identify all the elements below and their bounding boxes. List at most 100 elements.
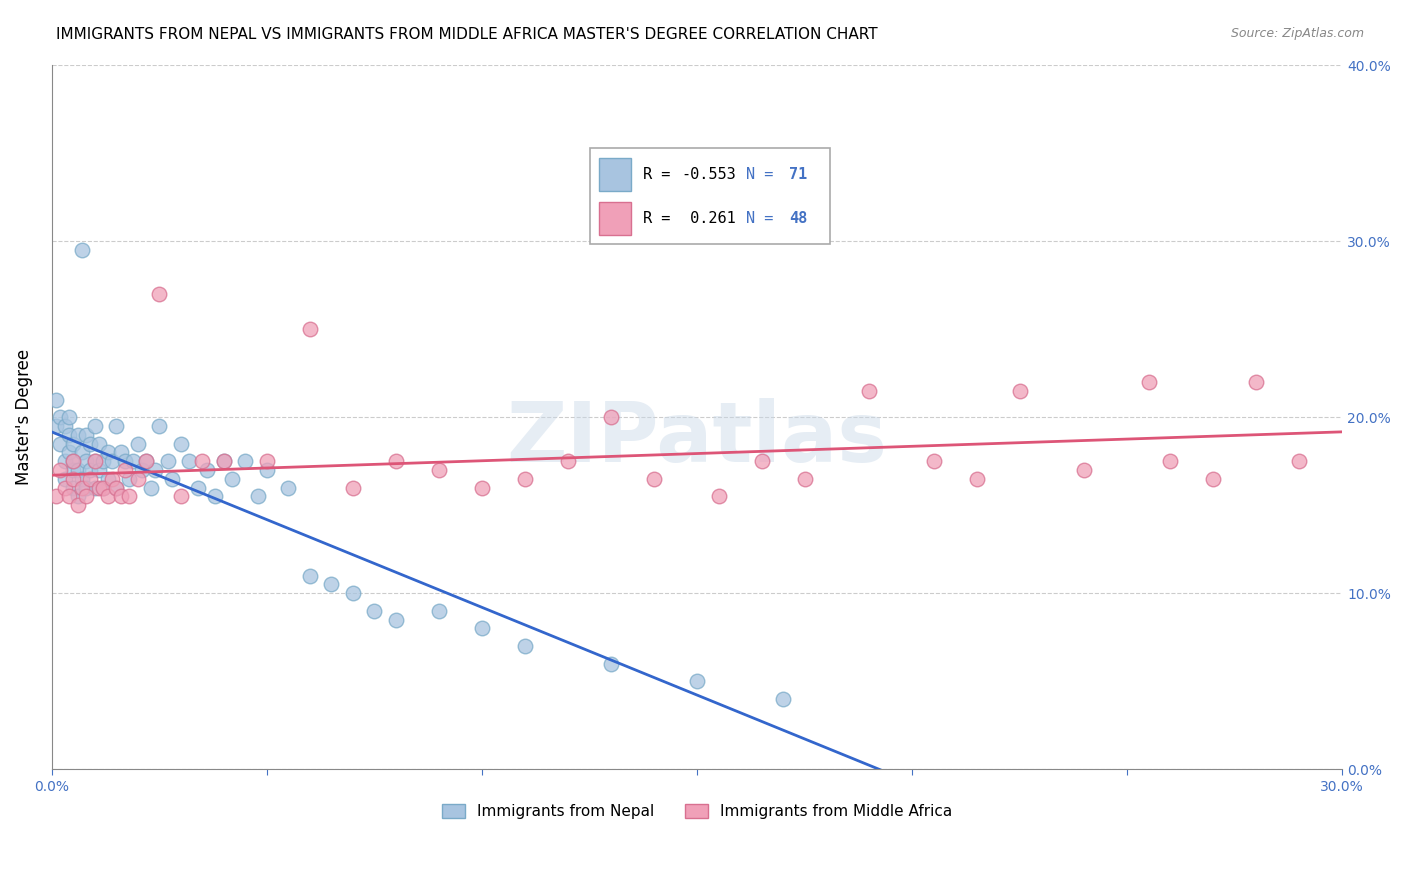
Point xyxy=(114,454,136,468)
Point xyxy=(62,463,84,477)
FancyBboxPatch shape xyxy=(591,148,830,244)
Point xyxy=(513,472,536,486)
Point xyxy=(256,454,278,468)
Point xyxy=(62,454,84,468)
Point xyxy=(66,463,89,477)
Point xyxy=(686,674,709,689)
Point xyxy=(221,472,243,486)
Point xyxy=(75,490,97,504)
Point xyxy=(170,436,193,450)
Point xyxy=(70,243,93,257)
Point xyxy=(105,481,128,495)
Point xyxy=(135,454,157,468)
Point xyxy=(600,410,623,425)
Point xyxy=(191,454,214,468)
Point xyxy=(707,490,730,504)
Point xyxy=(277,481,299,495)
Point xyxy=(53,472,76,486)
Text: 48: 48 xyxy=(789,211,807,226)
Point xyxy=(131,463,153,477)
Point xyxy=(1008,384,1031,398)
Point xyxy=(87,463,110,477)
FancyBboxPatch shape xyxy=(599,158,630,191)
Point xyxy=(49,410,72,425)
Point xyxy=(45,419,67,434)
Text: Source: ZipAtlas.com: Source: ZipAtlas.com xyxy=(1230,27,1364,40)
Point xyxy=(97,445,120,459)
Point xyxy=(58,410,80,425)
Point xyxy=(212,454,235,468)
Point xyxy=(212,454,235,468)
Text: N =: N = xyxy=(745,211,773,226)
Point xyxy=(93,481,115,495)
Point xyxy=(75,427,97,442)
Point xyxy=(1202,472,1225,486)
Point xyxy=(195,463,218,477)
Point xyxy=(97,472,120,486)
Point xyxy=(53,419,76,434)
Point xyxy=(160,472,183,486)
Point xyxy=(471,481,494,495)
Point xyxy=(170,490,193,504)
Point xyxy=(600,657,623,671)
Text: -0.553: -0.553 xyxy=(681,167,735,182)
Point xyxy=(93,481,115,495)
Point xyxy=(858,384,880,398)
FancyBboxPatch shape xyxy=(599,202,630,235)
Point xyxy=(87,436,110,450)
Point xyxy=(58,445,80,459)
Text: ZIPatlas: ZIPatlas xyxy=(506,398,887,479)
Point xyxy=(58,490,80,504)
Point xyxy=(1137,375,1160,389)
Point xyxy=(922,454,945,468)
Text: 71: 71 xyxy=(789,167,807,182)
Point xyxy=(966,472,988,486)
Point xyxy=(75,481,97,495)
Point xyxy=(49,436,72,450)
Text: N =: N = xyxy=(745,167,773,182)
Text: IMMIGRANTS FROM NEPAL VS IMMIGRANTS FROM MIDDLE AFRICA MASTER'S DEGREE CORRELATI: IMMIGRANTS FROM NEPAL VS IMMIGRANTS FROM… xyxy=(56,27,877,42)
Point xyxy=(1288,454,1310,468)
Point xyxy=(385,454,408,468)
Point xyxy=(135,454,157,468)
Point xyxy=(49,463,72,477)
Point xyxy=(298,322,321,336)
Point xyxy=(118,472,141,486)
Point xyxy=(643,472,665,486)
Legend: Immigrants from Nepal, Immigrants from Middle Africa: Immigrants from Nepal, Immigrants from M… xyxy=(436,797,959,825)
Point xyxy=(127,472,149,486)
Point xyxy=(53,454,76,468)
Point xyxy=(127,436,149,450)
Point xyxy=(363,604,385,618)
Point xyxy=(101,454,124,468)
Point xyxy=(114,463,136,477)
Point xyxy=(62,454,84,468)
Point xyxy=(75,454,97,468)
Point xyxy=(557,454,579,468)
Point xyxy=(179,454,201,468)
Point xyxy=(93,454,115,468)
Text: 0.261: 0.261 xyxy=(681,211,735,226)
Point xyxy=(70,481,93,495)
Point xyxy=(342,481,364,495)
Point xyxy=(105,419,128,434)
Point xyxy=(122,454,145,468)
Point xyxy=(70,472,93,486)
Point xyxy=(1159,454,1181,468)
Point xyxy=(148,419,170,434)
Point xyxy=(233,454,256,468)
Point xyxy=(87,481,110,495)
Point xyxy=(427,604,450,618)
Point xyxy=(751,454,773,468)
Point xyxy=(62,472,84,486)
Point xyxy=(97,490,120,504)
Text: R =: R = xyxy=(643,167,669,182)
Point xyxy=(204,490,226,504)
Point xyxy=(187,481,209,495)
Point xyxy=(58,427,80,442)
Point xyxy=(1073,463,1095,477)
Point xyxy=(45,392,67,407)
Point xyxy=(1244,375,1267,389)
Point xyxy=(143,463,166,477)
Point xyxy=(83,454,105,468)
